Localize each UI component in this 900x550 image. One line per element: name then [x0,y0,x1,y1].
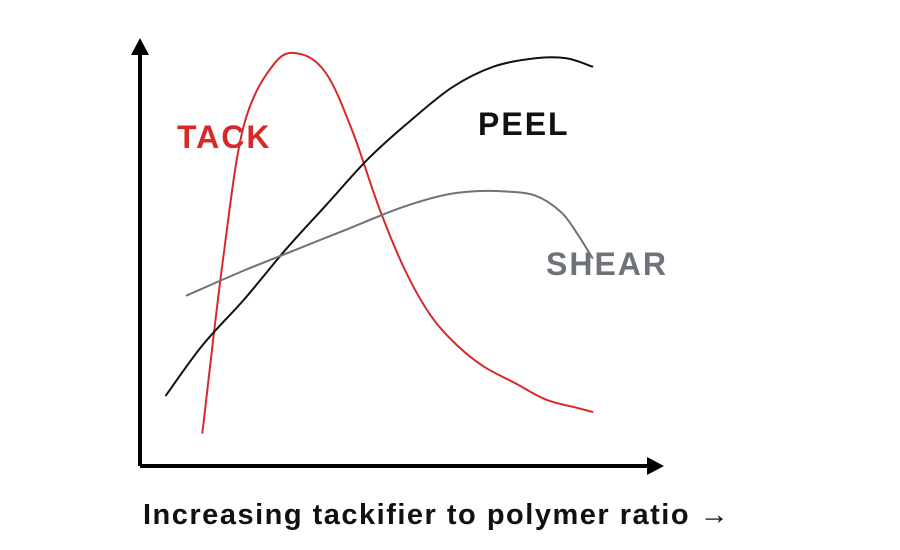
series-line-shear [185,189,594,297]
series-layer [165,51,594,434]
plot-area [131,38,664,475]
x-axis-label: Increasing tackifier to polymer ratio → [143,499,730,531]
series-label-peel: PEEL [478,106,570,142]
series-label-shear: SHEAR [546,246,668,282]
series-line-peel [165,56,594,397]
y-axis-arrowhead [131,38,149,55]
series-line-tack [201,51,594,434]
x-axis-arrowhead [647,457,664,475]
series-label-tack: TACK [177,119,272,155]
